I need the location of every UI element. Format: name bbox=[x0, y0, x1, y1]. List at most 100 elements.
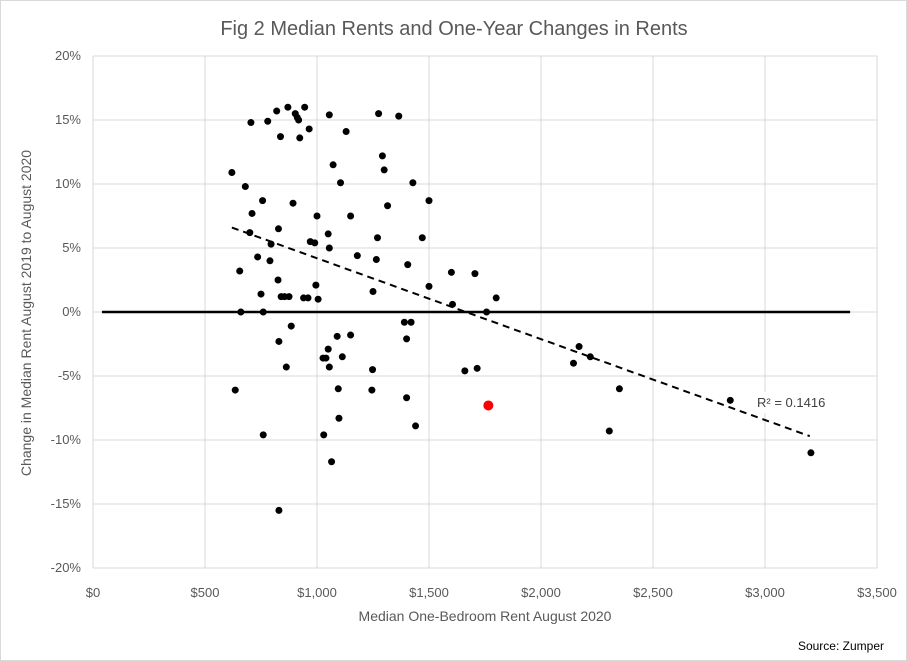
data-point bbox=[259, 431, 267, 439]
highlighted-data-point bbox=[483, 400, 494, 411]
data-point bbox=[305, 125, 313, 133]
data-point bbox=[575, 343, 583, 351]
x-tick-label: $2,500 bbox=[633, 585, 673, 600]
data-point bbox=[483, 308, 491, 316]
data-point bbox=[372, 256, 380, 264]
data-point bbox=[328, 458, 336, 466]
data-point bbox=[400, 318, 408, 326]
data-point bbox=[615, 385, 623, 393]
data-point bbox=[296, 134, 304, 142]
x-tick-label: $1,500 bbox=[409, 585, 449, 600]
data-point bbox=[312, 281, 320, 289]
data-point bbox=[237, 308, 245, 316]
data-point bbox=[403, 394, 411, 402]
x-tick-label: $0 bbox=[86, 585, 100, 600]
data-point bbox=[231, 386, 239, 394]
data-point bbox=[264, 117, 272, 125]
data-point bbox=[324, 345, 332, 353]
data-point bbox=[275, 337, 283, 345]
data-point bbox=[287, 322, 295, 330]
data-point bbox=[807, 449, 815, 457]
data-point bbox=[275, 506, 283, 514]
y-axis-title: Change in Median Rent August 2019 to Aug… bbox=[18, 150, 34, 476]
data-point bbox=[236, 267, 244, 275]
y-tick-label: 5% bbox=[62, 240, 81, 255]
data-point bbox=[333, 332, 341, 340]
data-point bbox=[313, 212, 321, 220]
data-point bbox=[274, 225, 282, 233]
data-point bbox=[314, 295, 322, 303]
data-point bbox=[373, 234, 381, 242]
data-point bbox=[375, 110, 383, 118]
data-point bbox=[228, 168, 236, 176]
data-point bbox=[569, 359, 577, 367]
y-tick-label: -15% bbox=[51, 496, 82, 511]
y-axis-tick-labels: -20% -15% -10% -5% 0% 5% 10% 15% 20% bbox=[51, 48, 82, 575]
data-point bbox=[257, 290, 265, 298]
data-point bbox=[311, 239, 319, 247]
data-point bbox=[369, 366, 377, 374]
data-point bbox=[267, 240, 275, 248]
r-squared-label: R² = 0.1416 bbox=[757, 395, 825, 410]
data-point bbox=[369, 288, 377, 296]
data-point bbox=[409, 179, 417, 187]
data-point bbox=[726, 396, 734, 404]
data-point bbox=[247, 119, 255, 127]
data-point bbox=[347, 212, 355, 220]
y-tick-label: -5% bbox=[58, 368, 82, 383]
data-point bbox=[412, 422, 420, 430]
data-point bbox=[248, 209, 256, 217]
y-tick-label: 20% bbox=[55, 48, 81, 63]
data-point bbox=[254, 253, 262, 261]
data-point bbox=[404, 261, 412, 269]
data-point bbox=[322, 354, 330, 362]
data-point bbox=[461, 367, 469, 375]
data-point bbox=[337, 179, 345, 187]
data-point bbox=[384, 202, 392, 210]
data-point bbox=[274, 276, 282, 284]
data-point bbox=[273, 107, 281, 115]
data-point bbox=[246, 229, 254, 237]
trendline bbox=[231, 226, 811, 438]
data-point bbox=[425, 197, 433, 205]
data-point bbox=[335, 414, 343, 422]
data-point bbox=[334, 385, 342, 393]
x-axis-title: Median One-Bedroom Rent August 2020 bbox=[359, 608, 612, 624]
chart-title: Fig 2 Median Rents and One-Year Changes … bbox=[220, 18, 687, 40]
data-point bbox=[324, 230, 332, 238]
data-point bbox=[338, 353, 346, 361]
data-point bbox=[605, 427, 613, 435]
data-point bbox=[403, 335, 411, 343]
data-point bbox=[325, 244, 333, 252]
y-tick-label: 0% bbox=[62, 304, 81, 319]
data-point bbox=[473, 364, 481, 372]
data-point bbox=[449, 300, 457, 308]
data-point bbox=[259, 308, 267, 316]
data-point bbox=[282, 363, 290, 371]
data-point bbox=[425, 282, 433, 290]
data-point bbox=[301, 103, 309, 111]
x-tick-label: $500 bbox=[191, 585, 220, 600]
data-point bbox=[418, 234, 426, 242]
y-tick-label: 10% bbox=[55, 176, 81, 191]
data-point bbox=[284, 103, 292, 111]
y-tick-label: -10% bbox=[51, 432, 82, 447]
source-label: Source: Zumper bbox=[798, 639, 884, 653]
data-point bbox=[368, 386, 376, 394]
data-point bbox=[586, 353, 594, 361]
x-tick-label: $3,000 bbox=[745, 585, 785, 600]
data-point bbox=[447, 268, 455, 276]
y-tick-label: 15% bbox=[55, 112, 81, 127]
data-point bbox=[471, 270, 479, 278]
data-point bbox=[266, 257, 274, 265]
data-point bbox=[295, 116, 303, 124]
data-point bbox=[353, 252, 361, 260]
x-tick-label: $2,000 bbox=[521, 585, 561, 600]
x-axis-tick-labels: $0 $500 $1,000 $1,500 $2,000 $2,500 $3,000 $3,5… bbox=[86, 585, 897, 600]
data-point bbox=[289, 199, 297, 207]
data-point bbox=[325, 363, 333, 371]
data-point bbox=[276, 133, 284, 141]
data-point bbox=[285, 293, 293, 301]
